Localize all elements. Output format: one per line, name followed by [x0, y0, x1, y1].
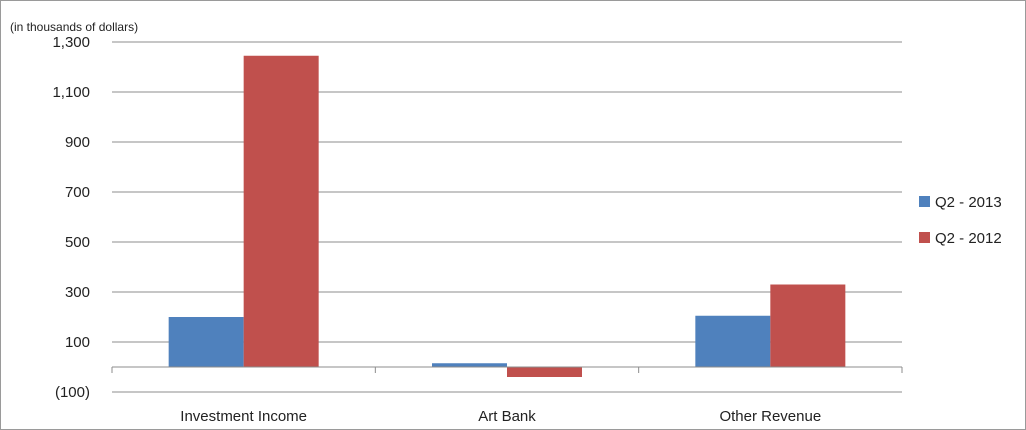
y-tick-label: 1,300 [52, 34, 90, 51]
bar-q2-2012 [770, 284, 846, 367]
category-label: Investment Income [180, 408, 307, 425]
category-label: Art Bank [478, 408, 536, 425]
bars [168, 55, 846, 377]
legend: Q2 - 2013 Q2 - 2012 [919, 194, 1002, 247]
legend-swatch [919, 232, 930, 243]
legend-swatch [919, 196, 930, 207]
y-tick-label: 100 [65, 334, 90, 351]
bar-q2-2013 [432, 363, 507, 367]
legend-label: Q2 - 2012 [935, 230, 1002, 247]
legend-label: Q2 - 2013 [935, 194, 1002, 211]
bar-q2-2012 [507, 367, 582, 377]
y-tick-label: (100) [55, 384, 90, 401]
bar-q2-2012 [243, 55, 319, 367]
y-tick-label: 300 [65, 284, 90, 301]
category-label: Other Revenue [719, 408, 821, 425]
y-tick-label: 700 [65, 184, 90, 201]
y-tick-label: 900 [65, 134, 90, 151]
y-tick-label: 1,100 [52, 84, 90, 101]
unit-label: (in thousands of dollars) [10, 20, 138, 34]
y-axis-labels: (100) 100 300 500 700 900 1,100 1,300 [52, 34, 90, 401]
bar-q2-2013 [168, 317, 244, 367]
x-axis: Investment Income Art Bank Other Revenue [111, 366, 903, 425]
y-tick-label: 500 [65, 234, 90, 251]
bar-q2-2013 [695, 315, 771, 367]
